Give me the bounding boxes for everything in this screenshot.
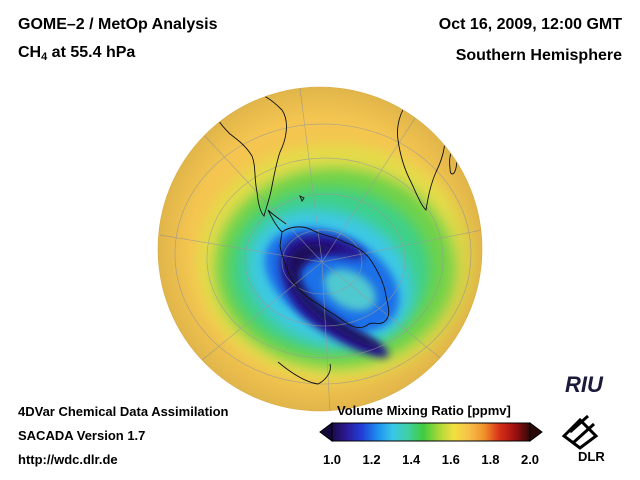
colorbar-title: Volume Mixing Ratio [ppmv] — [337, 403, 511, 418]
colorbar-gradient — [331, 422, 531, 442]
analysis-title: GOME–2 / MetOp Analysis — [18, 16, 218, 33]
colorbar-tick-label: 1.8 — [481, 452, 500, 467]
colorbar-left-arrow — [319, 422, 333, 442]
colorbar-right-arrow — [529, 422, 543, 442]
colorbar-tick-label: 1.6 — [441, 452, 460, 467]
colorbar — [319, 422, 543, 442]
species-main: CH — [18, 44, 42, 61]
colorbar-tick-label: 2.0 — [520, 452, 540, 467]
region-label: Southern Hemisphere — [455, 47, 622, 64]
globe-shading — [158, 87, 482, 411]
footer-line-2: SACADA Version 1.7 — [18, 428, 146, 443]
colorbar-tick-label: 1.4 — [402, 452, 421, 467]
colorbar-tick-label: 1.2 — [362, 452, 381, 467]
datetime-label: Oct 16, 2009, 12:00 GMT — [438, 16, 622, 33]
globe-outline — [157, 86, 483, 412]
dlr-logo-icon — [561, 414, 599, 450]
species-subscript: 4 — [41, 51, 48, 63]
footer-line-1: 4DVar Chemical Data Assimilation — [18, 404, 229, 419]
species-level: at 55.4 hPa — [47, 44, 136, 61]
species-level-label: CH4 at 55.4 hPa — [18, 44, 136, 63]
colorbar-tick-label: 1.0 — [322, 452, 342, 467]
dlr-label: DLR — [578, 449, 605, 464]
footer-url: http://wdc.dlr.de — [18, 452, 118, 467]
riu-logo: RIU — [565, 372, 603, 397]
